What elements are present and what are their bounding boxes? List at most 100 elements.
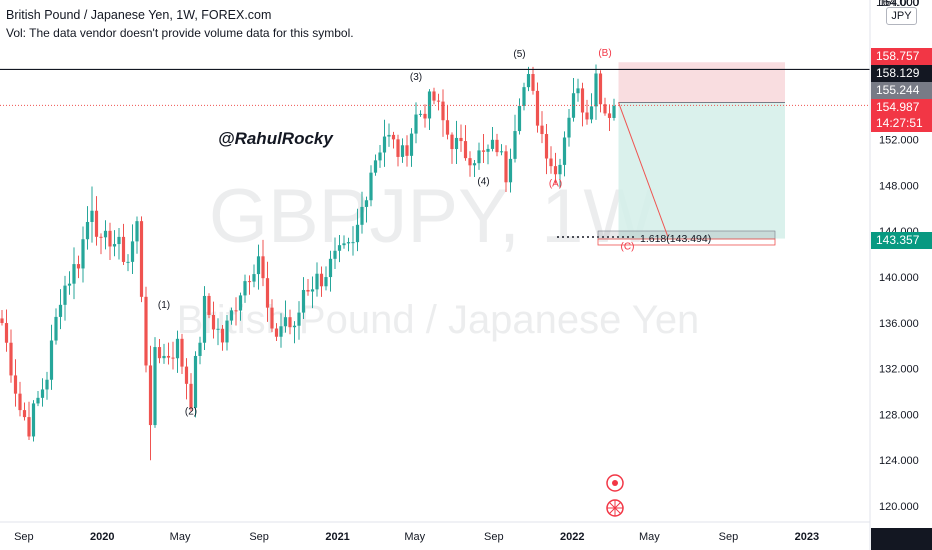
price-tag-target-low: 143.357 bbox=[871, 232, 932, 249]
wave-label: (C) bbox=[621, 242, 635, 253]
candle-body bbox=[400, 145, 405, 157]
candle-body bbox=[450, 134, 454, 150]
candle-body bbox=[346, 242, 351, 244]
watermark-symbol: GBPJPY, 1W bbox=[209, 174, 656, 259]
candle-body bbox=[364, 200, 369, 207]
candle-body bbox=[72, 264, 76, 284]
candle-body bbox=[517, 105, 522, 132]
candle-body bbox=[94, 210, 99, 237]
candle-body bbox=[396, 139, 400, 157]
candle-body bbox=[180, 338, 184, 367]
candle-body bbox=[409, 133, 414, 156]
candle-body bbox=[360, 206, 364, 225]
symbol-title[interactable]: British Pound / Japanese Yen, 1W, FOREX.… bbox=[6, 8, 272, 22]
candle-body bbox=[211, 314, 216, 330]
candle-body bbox=[432, 91, 436, 101]
price-tag-entry: 155.244 bbox=[871, 82, 932, 99]
candle-body bbox=[490, 139, 495, 149]
candle-body bbox=[387, 134, 391, 137]
candle-body bbox=[45, 379, 49, 390]
candle-body bbox=[171, 357, 175, 359]
candle-body bbox=[328, 258, 333, 278]
time-axis[interactable]: Sep 2020 May Sep 2021 May Sep 2022 May Sep 2023 bbox=[14, 531, 819, 543]
fib-label: 1.618(143.494) bbox=[640, 233, 711, 245]
candle-body bbox=[265, 278, 270, 308]
candle-body bbox=[301, 289, 306, 313]
candle-body bbox=[567, 117, 571, 138]
wave-label: (4) bbox=[477, 176, 489, 187]
candle-body bbox=[310, 289, 315, 292]
event-icon-2[interactable] bbox=[606, 499, 624, 517]
candle-body bbox=[58, 304, 63, 317]
candle-body bbox=[63, 285, 67, 305]
candle-body bbox=[612, 105, 616, 118]
candle-body bbox=[391, 134, 396, 140]
price-tag-top-clipped: 164.000 bbox=[876, 0, 920, 9]
time-tick-label: 2023 bbox=[795, 531, 819, 543]
stop-loss-zone bbox=[618, 62, 785, 103]
candle-body bbox=[369, 172, 373, 201]
candle-body bbox=[580, 88, 585, 113]
candle-body bbox=[468, 158, 472, 166]
candle-body bbox=[198, 342, 202, 356]
candle-body bbox=[54, 316, 58, 341]
price-tick-label: 128.000 bbox=[879, 409, 919, 421]
candle-body bbox=[472, 163, 477, 166]
candle-body bbox=[576, 88, 580, 94]
candle-body bbox=[261, 256, 265, 279]
candle-body bbox=[9, 342, 13, 376]
candle-body bbox=[288, 317, 292, 328]
candle-body bbox=[103, 230, 108, 238]
candle-body bbox=[585, 112, 589, 120]
candle-body bbox=[0, 318, 4, 324]
candle-body bbox=[324, 277, 328, 287]
candle-body bbox=[598, 73, 603, 105]
candle-body bbox=[126, 261, 130, 263]
candle-body bbox=[355, 224, 360, 243]
price-tag-last: 154.987 bbox=[871, 99, 932, 116]
candle-body bbox=[31, 403, 36, 437]
candle-body bbox=[405, 145, 409, 156]
position-zones[interactable] bbox=[618, 62, 786, 239]
candle-body bbox=[153, 347, 157, 426]
volume-note: Vol: The data vendor doesn't provide vol… bbox=[6, 26, 354, 40]
candle-body bbox=[274, 328, 279, 337]
candle-body bbox=[85, 221, 90, 240]
price-tag-countdown: 14:27:51 bbox=[871, 115, 932, 132]
candle-body bbox=[166, 355, 171, 358]
time-tick-label: Sep bbox=[484, 531, 504, 543]
candle-body bbox=[234, 310, 238, 312]
candle-body bbox=[418, 113, 423, 115]
price-tick-label: 132.000 bbox=[879, 364, 919, 376]
wave-label: (3) bbox=[410, 72, 422, 83]
overlay-layer: (1) (2) (3) (4) (5) (A) (B) (C) bbox=[0, 48, 870, 417]
candle-body bbox=[162, 355, 166, 359]
candle-body bbox=[108, 230, 112, 247]
candle-body bbox=[22, 410, 27, 418]
price-tick-label: 140.000 bbox=[879, 272, 919, 284]
candle-body bbox=[238, 295, 243, 311]
candle-body bbox=[247, 281, 252, 283]
price-tick-label: 148.000 bbox=[879, 180, 919, 192]
event-icon-1[interactable] bbox=[606, 474, 624, 492]
candle-body bbox=[333, 250, 337, 259]
candle-body bbox=[220, 328, 225, 343]
candle-body bbox=[189, 383, 193, 408]
time-tick-label: Sep bbox=[719, 531, 739, 543]
candle-body bbox=[207, 295, 211, 315]
candle-body bbox=[553, 166, 558, 175]
candle-body bbox=[540, 125, 544, 135]
price-tick-label: 120.000 bbox=[879, 501, 919, 513]
candle-body bbox=[297, 312, 301, 326]
currency-badge[interactable]: JPY bbox=[886, 7, 917, 25]
candle-body bbox=[373, 160, 378, 173]
candle-body bbox=[382, 136, 387, 153]
candle-body bbox=[49, 340, 54, 380]
candle-body bbox=[549, 158, 553, 167]
candle-body bbox=[184, 366, 189, 384]
time-axis-corner[interactable] bbox=[871, 528, 932, 550]
candle-body bbox=[243, 281, 247, 296]
candle-body bbox=[495, 139, 499, 153]
wave-label: (5) bbox=[513, 49, 525, 60]
